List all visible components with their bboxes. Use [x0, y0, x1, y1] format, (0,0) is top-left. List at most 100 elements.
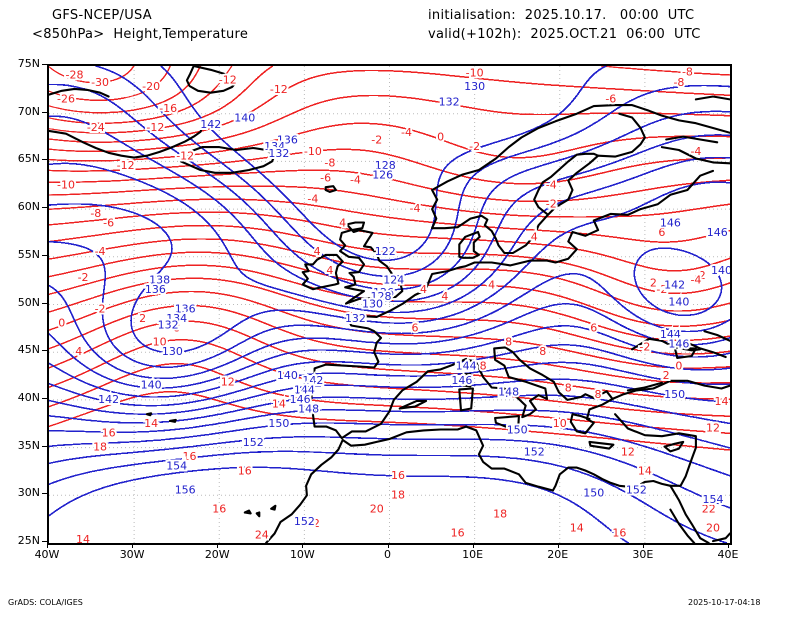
temperature-contour-14: [49, 292, 638, 365]
temperature-contour-10: [49, 265, 317, 294]
temperature-contour-10: [582, 321, 730, 341]
temperature-contour-14: [582, 354, 730, 368]
temperature-contour-10: [113, 265, 730, 340]
temperature-contour-20: [101, 340, 730, 416]
height-contour-122: [189, 66, 606, 260]
temperature-contour-2: [85, 212, 730, 271]
temperature-contour--8: [285, 123, 730, 157]
temperature-contour-2: [574, 249, 730, 271]
temperature-contour--4: [273, 170, 730, 201]
temperature-contour-14: [133, 292, 730, 369]
temperature-contour--10: [292, 96, 730, 116]
temperature-contour-14: [113, 292, 730, 369]
temperature-contour--10: [227, 96, 730, 138]
initialisation-time-label: initialisation: 2025.10.17. 00:00 UTC: [428, 8, 694, 23]
temperature-contour-20: [93, 340, 730, 416]
temperature-contour--4: [77, 170, 730, 201]
temperature-contour-8: [189, 252, 730, 326]
temperature-contour--2: [65, 186, 730, 217]
temperature-contour-14: [181, 292, 730, 369]
temperature-contour-4: [93, 226, 730, 294]
height-contour-126: [49, 85, 333, 278]
height-contour-122: [478, 66, 606, 148]
height-contour-128: [137, 135, 730, 302]
temperature-contour-2: [49, 212, 305, 225]
valid-time-label: valid(+102h): 2025.OCT.21 06:00 UTC: [428, 27, 701, 42]
temperature-contour-4: [442, 253, 730, 293]
temperature-contour--4: [205, 170, 730, 201]
height-contour-122: [435, 66, 606, 213]
temperature-contour--10: [261, 96, 730, 127]
temperature-contour--8: [555, 136, 730, 153]
height-contour-124: [466, 86, 730, 186]
height-contour-122: [474, 66, 606, 150]
height-contour-124: [642, 86, 730, 96]
temperature-contour-14: [610, 360, 730, 369]
height-contour-124: [474, 86, 730, 176]
temperature-contour-14: [618, 361, 730, 368]
temperature-contour-10: [114, 265, 730, 340]
temperature-contour--18: [164, 66, 201, 102]
temperature-contour-2: [378, 234, 731, 271]
temperature-contour-6: [253, 243, 730, 311]
height-contour-124: [462, 86, 730, 197]
temperature-contour-22: [148, 364, 730, 434]
temperature-contour--10: [345, 96, 730, 116]
temperature-contour--10: [97, 96, 730, 152]
temperature-contour-6: [125, 239, 730, 311]
height-contour-128: [117, 135, 730, 302]
temperature-contour-2: [125, 212, 730, 271]
temperature-contour--18: [169, 66, 200, 99]
height-contour-130: [49, 163, 257, 282]
temperature-contour-20: [538, 399, 730, 416]
temperature-contour-12: [93, 278, 730, 354]
height-contour-122: [582, 66, 606, 89]
temperature-contour--8: [265, 123, 730, 157]
temperature-contour-2: [117, 212, 730, 271]
temperature-contour--10: [89, 96, 730, 152]
temperature-contour-2: [69, 212, 730, 271]
height-contour-124: [461, 86, 730, 198]
temperature-contour-6: [113, 239, 730, 311]
height-contour-124: [96, 66, 290, 225]
temperature-contour-8: [470, 285, 730, 326]
temperature-contour-14: [137, 292, 730, 369]
temperature-contour-0: [157, 199, 730, 242]
temperature-contour-2: [89, 212, 730, 271]
temperature-contour-8: [510, 287, 730, 326]
height-contour-122: [482, 66, 606, 147]
temperature-contour-6: [117, 239, 730, 311]
height-contour-122: [438, 66, 606, 186]
temperature-contour--8: [257, 123, 730, 157]
temperature-contour--2: [325, 189, 730, 217]
temperature-contour-6: [121, 239, 730, 311]
temperature-contour-14: [147, 292, 730, 369]
temperature-contour--6: [157, 149, 730, 184]
temperature-contour-8: [478, 285, 730, 326]
height-contour-124: [614, 86, 730, 111]
temperature-contour--6: [470, 158, 730, 184]
temperature-contour--8: [161, 123, 730, 158]
temperature-contour-10: [145, 265, 730, 340]
height-contour-126: [49, 85, 245, 203]
temperature-contour--6: [225, 149, 730, 184]
temperature-contour-24: [65, 392, 730, 450]
temperature-contour-20: [570, 403, 730, 416]
temperature-contour-0: [177, 199, 730, 242]
height-contour-128: [125, 135, 730, 302]
temperature-contour--12: [248, 71, 730, 114]
temperature-contour-0: [49, 199, 522, 229]
temperature-contour-24: [253, 410, 730, 450]
temperature-contour-2: [594, 253, 730, 271]
height-contour-126: [522, 111, 730, 172]
temperature-contour--8: [333, 123, 730, 157]
temperature-contour-4: [169, 226, 730, 294]
temperature-contour--10: [341, 96, 730, 116]
temperature-contour-8: [614, 315, 730, 327]
temperature-contour-4: [149, 226, 730, 294]
temperature-contour--22: [117, 66, 134, 79]
contour-map-svg: -28-28-30-30-26-26-24-24-20-20-16-16-12-…: [49, 66, 730, 543]
height-contour-128: [562, 135, 730, 179]
height-contour-126: [566, 111, 730, 158]
temperature-contour--4: [225, 170, 730, 201]
